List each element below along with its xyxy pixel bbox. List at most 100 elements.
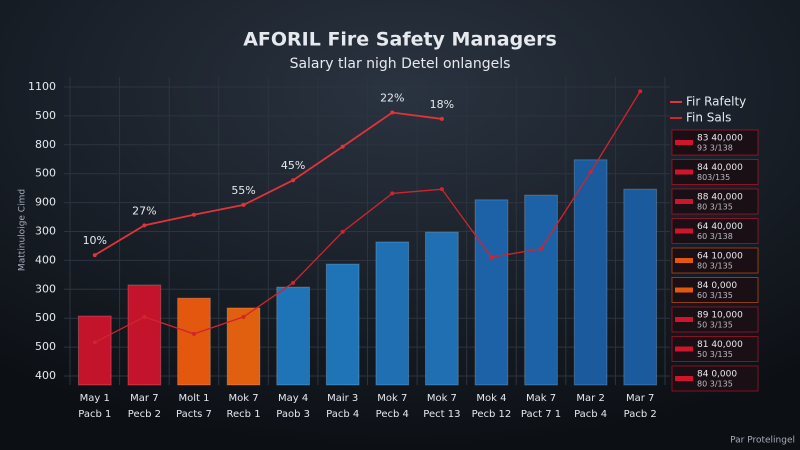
side-marker — [675, 258, 693, 263]
bar — [77, 315, 112, 386]
y-tick-label: 500 — [35, 311, 56, 324]
bar — [325, 263, 360, 386]
side-marker — [675, 199, 693, 204]
x-tick-label: Mar 2 — [576, 393, 604, 404]
side-value: 88 40,000 — [697, 193, 743, 203]
line — [94, 90, 641, 344]
side-subvalue: 60 3/135 — [697, 291, 733, 300]
side-value: 84 0,000 — [697, 281, 737, 291]
side-subvalue: 80 3/135 — [697, 262, 733, 271]
bar — [276, 286, 310, 386]
x-tick-sublabel: Pect 13 — [423, 409, 460, 420]
line — [94, 111, 442, 256]
annotation: 18% — [430, 98, 454, 111]
legend-label: Fin Sals — [686, 111, 731, 125]
x-tick-sublabel: Pacb 4 — [326, 409, 359, 420]
side-box — [671, 159, 759, 185]
line-point — [291, 178, 296, 183]
side-value: 64 10,000 — [697, 252, 743, 262]
bar — [177, 297, 211, 386]
line-point — [439, 116, 444, 121]
line-point — [92, 340, 97, 345]
y-tick-label: 400 — [35, 253, 56, 266]
x-tick-label: May 4 — [278, 393, 308, 404]
line-point — [539, 246, 544, 251]
bar — [573, 159, 608, 386]
bar — [425, 231, 459, 386]
x-tick-label: Mok 7 — [427, 393, 457, 404]
y-axis-label: Mattinuloige Cimd — [18, 189, 28, 271]
bar — [623, 188, 658, 386]
side-value: 84 40,000 — [697, 163, 743, 173]
line-point — [291, 280, 296, 285]
side-subvalue: 803/135 — [697, 173, 730, 182]
line-point — [638, 89, 643, 94]
line-point — [439, 187, 444, 192]
line-point — [340, 229, 345, 234]
annotation: 27% — [132, 204, 156, 217]
x-tick-label: Mair 3 — [327, 393, 358, 404]
y-tick-label: 300 — [35, 282, 56, 295]
side-subvalue: 80 3/135 — [697, 380, 733, 389]
x-tick-label: Mok 4 — [476, 393, 506, 404]
x-tick-label: Mar 7 — [626, 393, 654, 404]
bar — [375, 241, 410, 386]
side-value: 83 40,000 — [697, 134, 743, 144]
legend-label: Fir Rafelty — [686, 95, 746, 109]
x-tick-label: Mok 7 — [229, 393, 259, 404]
line-point — [142, 314, 147, 319]
x-tick-sublabel: Pecb 12 — [472, 409, 512, 420]
side-marker — [675, 169, 693, 175]
line-point — [191, 331, 196, 336]
side-marker — [675, 140, 693, 145]
line-point — [241, 202, 246, 207]
annotation: 22% — [380, 92, 404, 105]
x-tick-label: Mar 7 — [130, 393, 158, 404]
line-point — [142, 223, 147, 228]
side-subvalue: 93 3/138 — [697, 144, 733, 153]
chart-subtitle: Salary tlar nigh Detel onlangels — [290, 56, 511, 72]
line-point — [588, 170, 593, 175]
line-point — [92, 253, 97, 258]
y-tick-label: 500 — [35, 340, 56, 353]
side-value: 84 0,000 — [697, 370, 737, 380]
side-value: 81 40,000 — [697, 340, 743, 350]
annotation: 10% — [83, 234, 107, 247]
side-value: 64 40,000 — [697, 222, 743, 232]
x-tick-label: Mok 7 — [377, 393, 407, 404]
side-marker — [675, 376, 693, 381]
line-point — [191, 212, 196, 217]
y-tick-label: 900 — [35, 196, 56, 209]
line-point — [390, 110, 395, 115]
bar — [226, 307, 261, 386]
line-point — [390, 191, 395, 196]
x-tick-sublabel: Recb 1 — [227, 409, 261, 420]
y-tick-label: 800 — [35, 138, 56, 151]
side-value: 89 10,000 — [697, 311, 743, 321]
line-point — [241, 314, 246, 319]
x-tick-sublabel: Pecb 4 — [376, 409, 409, 420]
side-subvalue: 60 3/138 — [697, 232, 733, 241]
x-tick-sublabel: Paob 3 — [276, 409, 310, 420]
annotation: 45% — [281, 159, 305, 172]
side-marker — [675, 346, 693, 352]
y-tick-label: 300 — [35, 225, 56, 238]
side-subvalue: 80 3/135 — [697, 203, 733, 212]
y-tick-label: 500 — [35, 167, 56, 180]
x-tick-sublabel: Pecb 2 — [128, 409, 161, 420]
bar — [524, 194, 558, 386]
x-tick-sublabel: Pacb 4 — [574, 409, 607, 420]
side-marker — [675, 317, 693, 322]
x-tick-label: Molt 1 — [178, 393, 209, 404]
footer: Par Protelingel — [730, 436, 795, 446]
y-tick-label: 500 — [35, 109, 56, 122]
side-subvalue: 50 3/135 — [697, 350, 733, 359]
bar — [474, 199, 509, 386]
y-tick-label: 400 — [35, 369, 56, 382]
x-tick-label: May 1 — [80, 393, 110, 404]
side-subvalue: 50 3/135 — [697, 321, 733, 330]
side-marker — [675, 228, 693, 234]
line-point — [340, 144, 345, 149]
side-marker — [675, 287, 693, 293]
